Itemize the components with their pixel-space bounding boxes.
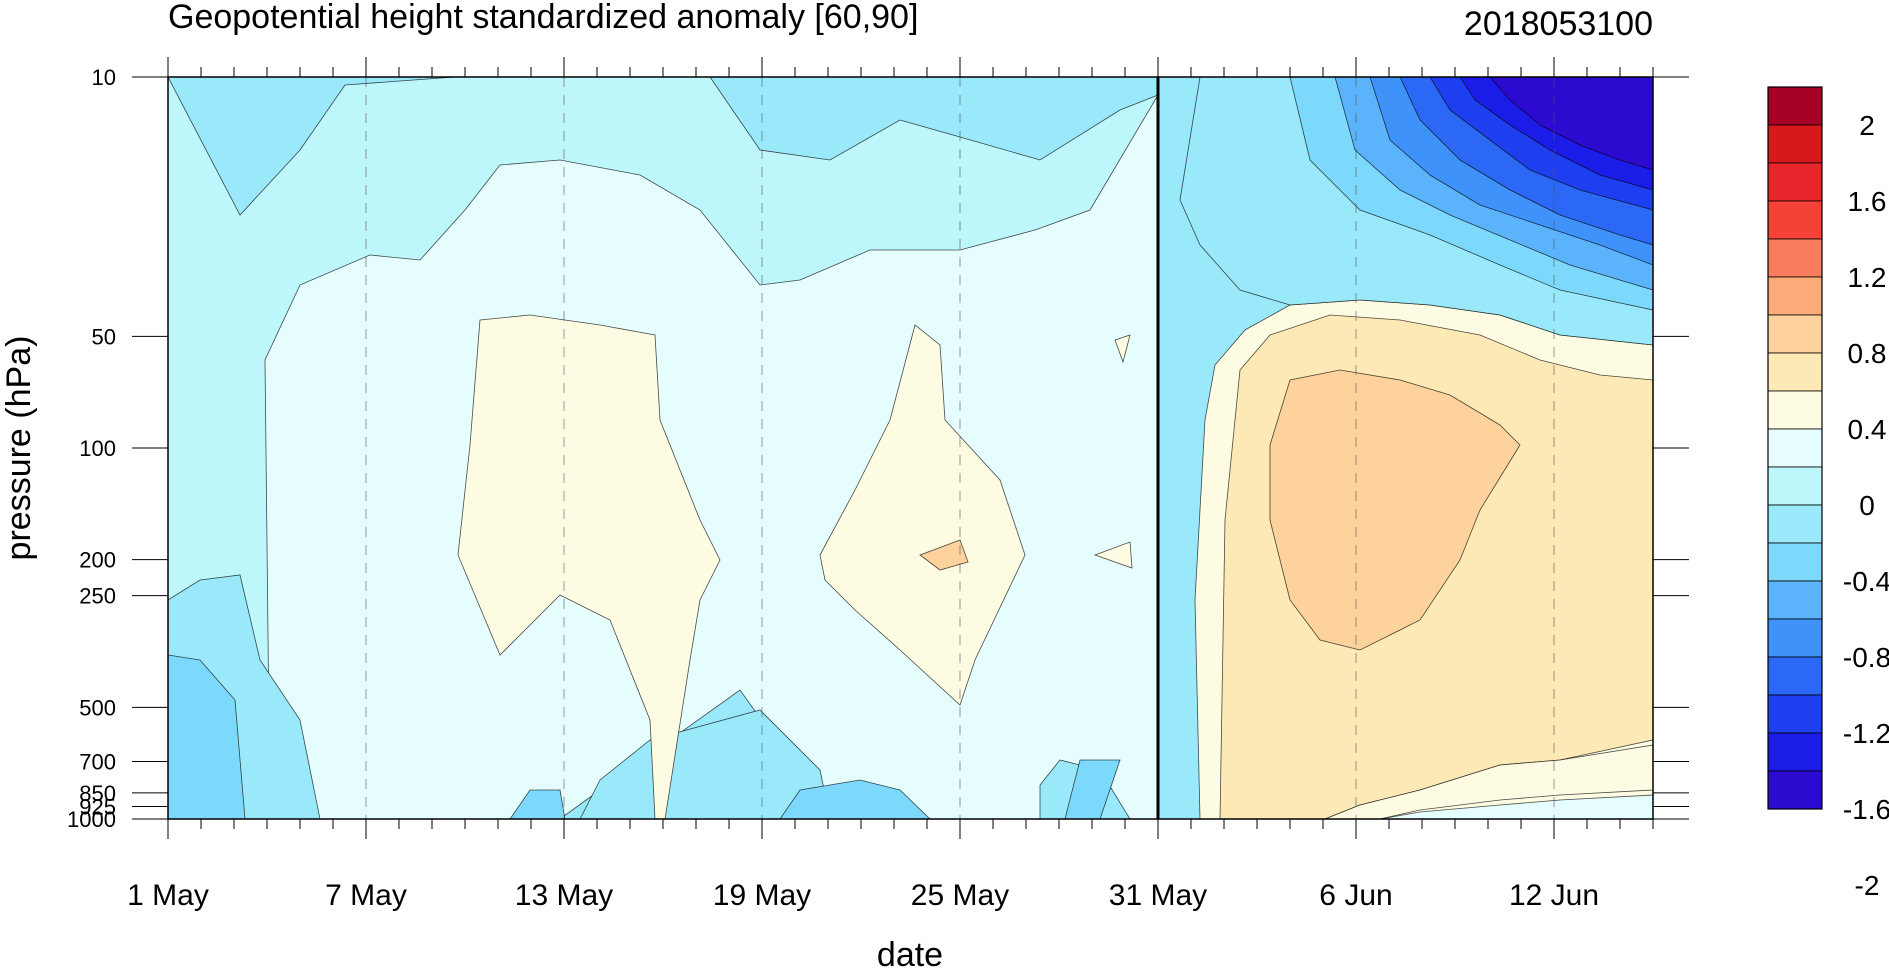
- contour-regions: [168, 77, 1653, 819]
- contour-region: [1064, 759, 1121, 819]
- colorbar-box: [1767, 86, 1823, 126]
- colorbar-box: [1767, 200, 1823, 240]
- contour-region: [1379, 794, 1653, 819]
- colorbar-box: [1767, 732, 1823, 772]
- colorbar-box: [1767, 162, 1823, 202]
- colorbar-box: [1767, 504, 1823, 544]
- y-tick-label: 700: [79, 750, 116, 775]
- colorbar-label: -1.6: [1843, 794, 1889, 825]
- colorbar-box: [1767, 694, 1823, 734]
- x-tick-label: 19 May: [713, 879, 811, 912]
- contour-region: [1489, 77, 1653, 171]
- colorbar-box: [1767, 314, 1823, 354]
- contour-region: [579, 709, 831, 819]
- x-tick-label: 1 May: [127, 879, 209, 912]
- colorbar-label: -0.4: [1843, 566, 1889, 597]
- contour-region: [1269, 369, 1521, 651]
- x-tick-label: 25 May: [911, 879, 1009, 912]
- y-tick-label: 850: [79, 781, 116, 806]
- colorbar-box: [1767, 390, 1823, 430]
- y-tick-label: 1000: [67, 807, 116, 832]
- colorbar-box: [1767, 770, 1823, 810]
- colorbar-label: 1.2: [1848, 262, 1887, 293]
- colorbar-label: 0.4: [1848, 414, 1887, 445]
- colorbar-box: [1767, 618, 1823, 658]
- contour-region: [919, 539, 969, 571]
- run-label: 2018053100: [1464, 5, 1653, 43]
- contour-region: [457, 314, 721, 819]
- x-tick-label: 31 May: [1109, 879, 1207, 912]
- y-tick-label: 100: [79, 436, 116, 461]
- colorbar-label: -2: [1855, 870, 1880, 901]
- colorbar-frame: [1767, 86, 1823, 810]
- colorbar-label: 0: [1859, 490, 1875, 521]
- contour-region: [509, 789, 566, 819]
- x-tick-label: 6 Jun: [1319, 879, 1392, 912]
- colorbar-label: 0.8: [1848, 338, 1887, 369]
- colorbar-box: [1767, 276, 1823, 316]
- colorbar-box: [1767, 238, 1823, 278]
- contour-region: [819, 324, 1026, 706]
- colorbar-box: [1767, 428, 1823, 468]
- colorbar-box: [1767, 352, 1823, 392]
- colorbar-label: 1.6: [1848, 186, 1887, 217]
- colorbar-box: [1767, 656, 1823, 696]
- colorbar-box: [1767, 124, 1823, 164]
- colorbar-label: -0.8: [1843, 642, 1889, 673]
- contour-region: [1324, 744, 1653, 819]
- colorbar-label: -1.2: [1843, 718, 1889, 749]
- contour-region: [1114, 334, 1131, 364]
- contour-region: [1093, 541, 1133, 569]
- x-axis: 1 May 7 May 13 May 19 May 25 May 31 May 6 Jun 1…: [127, 57, 1654, 912]
- y-axis-title: pressure (hPa): [0, 336, 38, 561]
- x-tick-label: 12 Jun: [1509, 879, 1599, 912]
- y-tick-label: 500: [79, 695, 116, 720]
- chart-title: Geopotential height standardized anomaly…: [168, 0, 918, 36]
- colorbar: 2 1.6 1.2 0.8 0.4 0 -0.4 -0.8 -1.2 -1.6 -2: [1767, 86, 1889, 901]
- colorbar-box: [1767, 466, 1823, 506]
- colorbar-label: 2: [1859, 110, 1875, 141]
- y-tick-label: 925: [79, 794, 116, 819]
- x-tick-label: 13 May: [515, 879, 613, 912]
- y-tick-label: 250: [79, 584, 116, 609]
- colorbar-box: [1767, 580, 1823, 620]
- plot-area: [168, 77, 1653, 819]
- y-tick-label: 200: [79, 548, 116, 573]
- x-tick-label: 7 May: [325, 879, 407, 912]
- colorbar-box: [1767, 542, 1823, 582]
- y-tick-label: 10: [92, 65, 116, 90]
- contour-region: [168, 654, 246, 819]
- x-axis-title: date: [877, 936, 943, 969]
- contour-region: [779, 779, 931, 819]
- y-tick-label: 50: [92, 324, 116, 349]
